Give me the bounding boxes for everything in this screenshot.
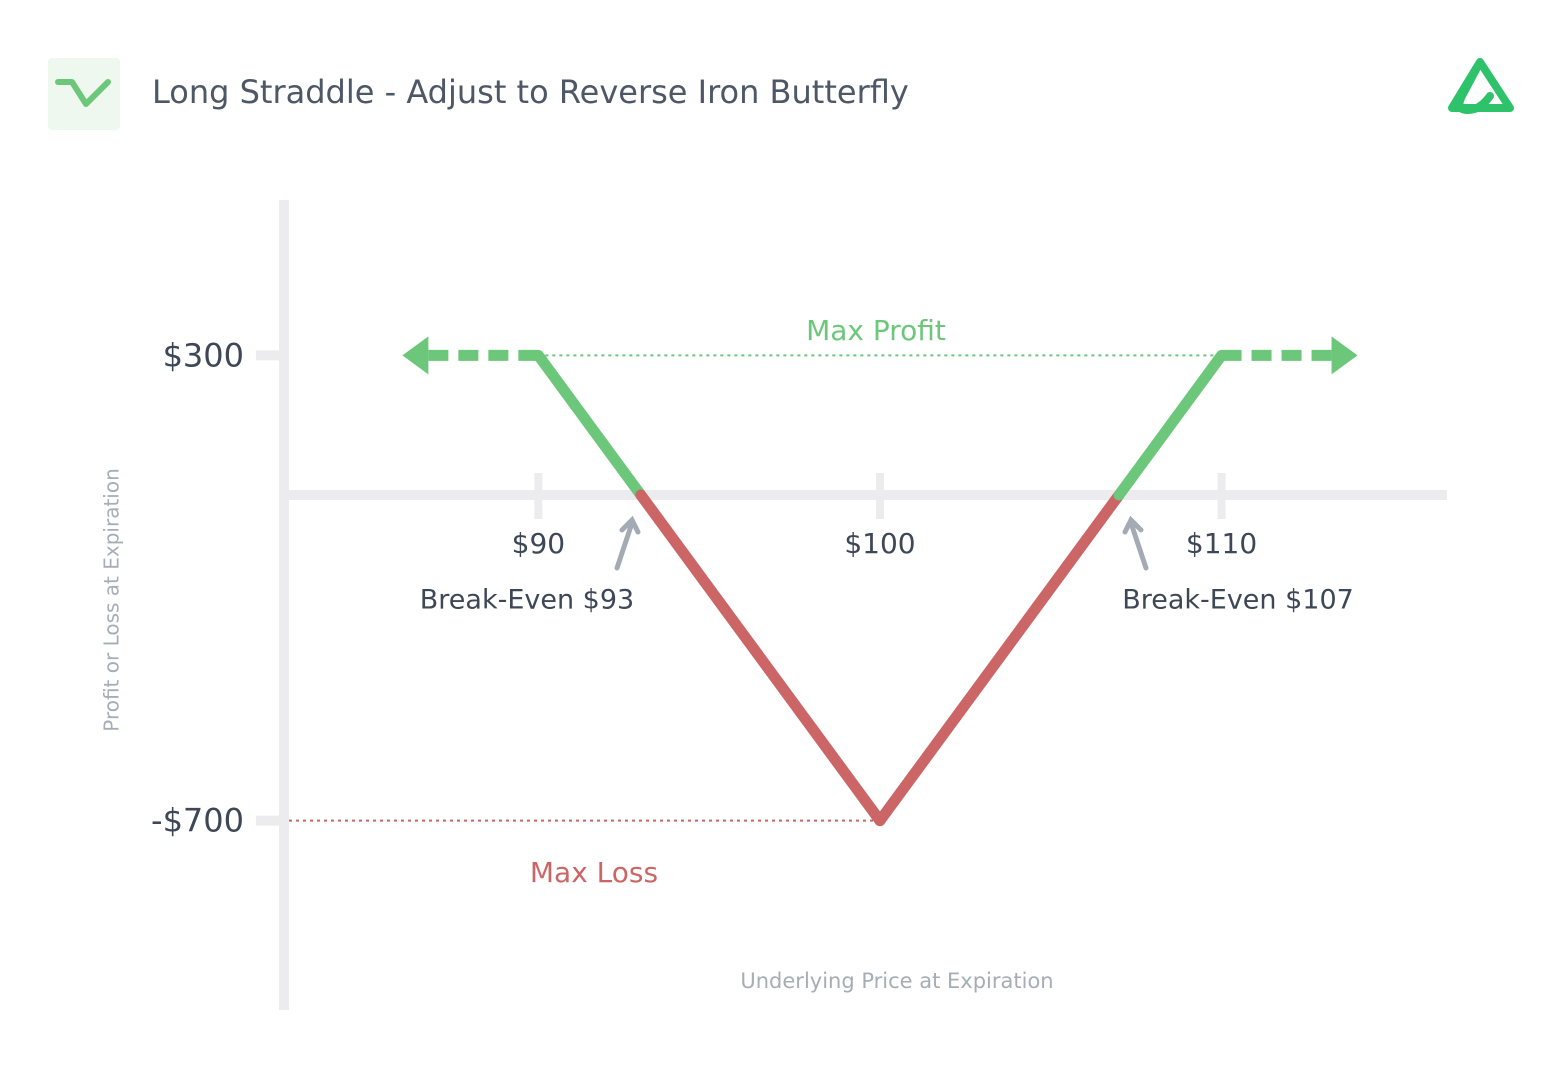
x-axis-label: Underlying Price at Expiration bbox=[740, 969, 1053, 993]
max-profit-label: Max Profit bbox=[806, 314, 946, 347]
y-axis-label: Profit or Loss at Expiration bbox=[100, 468, 124, 732]
max-loss-label: Max Loss bbox=[530, 856, 658, 889]
payoff-segment bbox=[532, 349, 647, 501]
payoff-arrowhead bbox=[1331, 336, 1358, 375]
break-even-arrow bbox=[1122, 515, 1149, 571]
chart-title: Long Straddle - Adjust to Reverse Iron B… bbox=[152, 73, 909, 111]
x-tick-label: $110 bbox=[1186, 527, 1257, 560]
payoff-segment bbox=[635, 489, 886, 827]
payoff-segment bbox=[1113, 349, 1228, 501]
chart-icon bbox=[55, 79, 111, 107]
break-even-label: Break-Even $107 bbox=[1122, 585, 1354, 616]
y-tick-label: $300 bbox=[163, 336, 244, 374]
break-even-arrow bbox=[614, 515, 641, 571]
x-tick-label: $90 bbox=[512, 527, 565, 560]
payoff-arrowhead bbox=[402, 336, 429, 375]
chart-icon-bg bbox=[48, 58, 120, 130]
brand-logo bbox=[1448, 58, 1514, 114]
x-tick-label: $100 bbox=[844, 527, 915, 560]
payoff-segment bbox=[874, 489, 1125, 827]
y-tick-label: -$700 bbox=[151, 802, 244, 840]
break-even-label: Break-Even $93 bbox=[420, 585, 634, 616]
